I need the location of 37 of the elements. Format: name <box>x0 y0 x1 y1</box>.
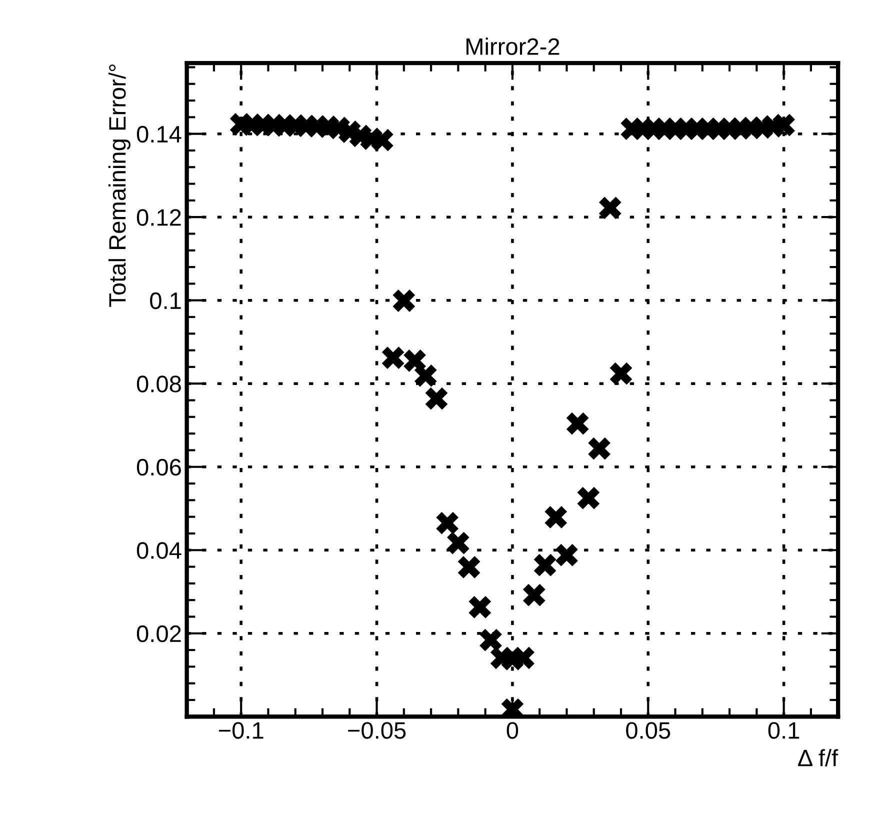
point <box>371 128 394 152</box>
point <box>556 544 578 566</box>
point <box>544 506 568 528</box>
point <box>392 290 416 312</box>
y-tick-label: 0.06 <box>136 458 181 476</box>
point <box>598 196 622 220</box>
point <box>446 532 470 554</box>
point <box>425 387 448 410</box>
y-tick-label: 0.12 <box>136 209 181 226</box>
point <box>534 554 556 576</box>
point <box>772 114 796 136</box>
point <box>588 437 610 460</box>
x-axis-title: Δ f/f <box>798 749 838 766</box>
x-tick-label: 0.05 <box>626 722 670 739</box>
point <box>458 556 480 578</box>
y-axis-title: Total Remaining Error/° <box>108 64 130 307</box>
point <box>468 596 492 618</box>
x-tick-label: 0 <box>506 722 518 739</box>
point <box>480 628 502 652</box>
y-tick-label: 0.14 <box>136 126 182 143</box>
point <box>436 512 459 534</box>
point <box>577 486 600 510</box>
x-tick-label: −0.1 <box>218 722 264 739</box>
point <box>414 364 437 387</box>
point <box>610 362 632 385</box>
chart-title: Mirror2-2 <box>466 38 560 55</box>
y-tick-label: 0.04 <box>136 542 182 559</box>
x-tick-label: 0.1 <box>768 722 800 739</box>
point <box>382 346 404 369</box>
y-tick-label: 0.1 <box>150 292 181 310</box>
point <box>512 646 535 670</box>
x-tick-label: −0.05 <box>348 722 406 739</box>
y-tick-label: 0.08 <box>136 376 181 392</box>
point <box>566 412 589 435</box>
point <box>522 584 546 606</box>
point <box>404 350 426 372</box>
y-tick-label: 0.02 <box>136 625 181 642</box>
